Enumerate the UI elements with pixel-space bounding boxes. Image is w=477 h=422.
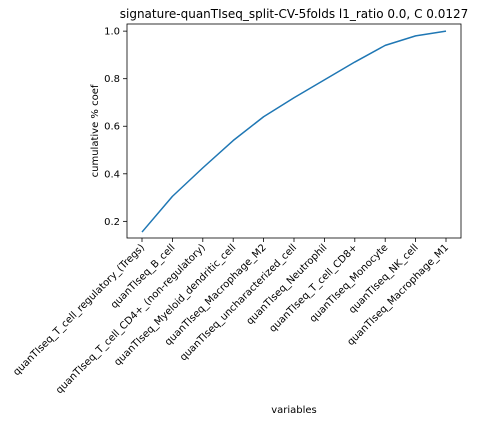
y-tick-label: 0.8 bbox=[104, 74, 120, 85]
y-axis-label: cumulative % coef bbox=[90, 84, 101, 177]
plot-area-frame bbox=[126, 23, 462, 239]
y-tick-label: 0.6 bbox=[104, 122, 120, 133]
y-tick-label: 0.4 bbox=[104, 169, 120, 180]
x-axis: quanTIseq_T_cell_regulatory_(Tregs)quanT… bbox=[11, 238, 451, 396]
chart-title: signature-quanTIseq_split-CV-5folds l1_r… bbox=[120, 7, 469, 21]
y-tick-label: 0.2 bbox=[104, 217, 120, 228]
series-line-group bbox=[141, 30, 447, 233]
y-tick-label: 1.0 bbox=[104, 27, 120, 38]
series-line bbox=[141, 30, 447, 233]
x-axis-label: variables bbox=[271, 405, 317, 416]
y-axis: 0.2 0.4 0.6 0.8 1.0 bbox=[104, 27, 127, 228]
